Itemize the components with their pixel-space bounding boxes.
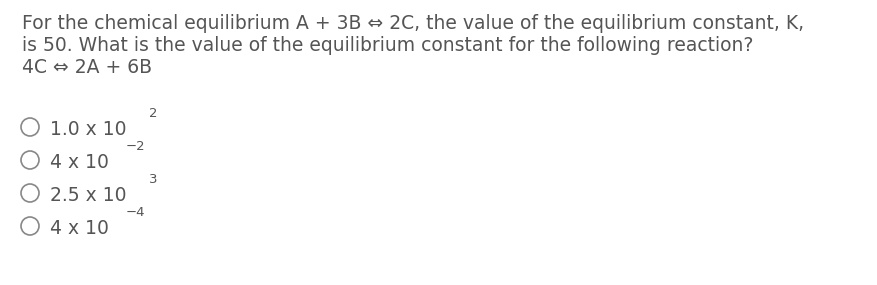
Text: 2.5 x 10: 2.5 x 10: [50, 186, 126, 205]
Text: 4 x 10: 4 x 10: [50, 219, 109, 238]
Text: −4: −4: [126, 206, 146, 219]
Text: −2: −2: [126, 140, 146, 153]
Text: 4C ⇔ 2A + 6B: 4C ⇔ 2A + 6B: [22, 58, 152, 77]
Text: For the chemical equilibrium A + 3B ⇔ 2C, the value of the equilibrium constant,: For the chemical equilibrium A + 3B ⇔ 2C…: [22, 14, 804, 33]
Text: is 50. What is the value of the equilibrium constant for the following reaction?: is 50. What is the value of the equilibr…: [22, 36, 753, 55]
Text: 2: 2: [149, 107, 157, 120]
Text: 1.0 x 10: 1.0 x 10: [50, 120, 126, 139]
Text: 3: 3: [149, 173, 157, 186]
Text: 4 x 10: 4 x 10: [50, 153, 109, 172]
